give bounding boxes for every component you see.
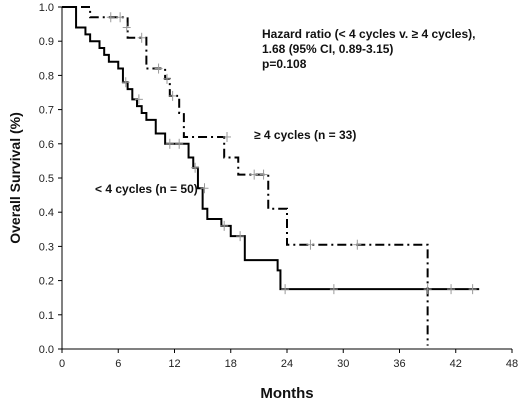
series-label-ge4: ≥ 4 cycles (n = 33) xyxy=(254,128,356,142)
y-tick-label: 0.5 xyxy=(39,173,54,185)
y-tick-label: 0.2 xyxy=(39,276,54,288)
x-tick-label: 30 xyxy=(337,358,349,370)
x-tick-label: 36 xyxy=(393,358,405,370)
p-value-label: p=0.108 xyxy=(262,57,307,71)
x-tick-label: 6 xyxy=(115,358,121,370)
censor-marks xyxy=(106,12,477,295)
y-tick-label: 0.0 xyxy=(39,344,54,356)
x-tick-label: 42 xyxy=(450,358,462,370)
y-tick-label: 0.3 xyxy=(39,241,54,253)
y-tick-label: 0.4 xyxy=(39,207,54,219)
hazard-ratio-line-2: 1.68 (95% CI, 0.89-3.15) xyxy=(262,42,393,56)
y-tick-label: 0.9 xyxy=(39,36,54,48)
x-tick-label: 24 xyxy=(281,358,293,370)
y-tick-label: 0.7 xyxy=(39,105,54,117)
x-axis-title: Months xyxy=(260,385,313,402)
y-tick-label: 1.0 xyxy=(39,2,54,14)
x-tick-label: 48 xyxy=(506,358,518,370)
series-line-ge4-cycles xyxy=(62,6,429,346)
series-label-lt4: < 4 cycles (n = 50) xyxy=(95,182,198,196)
y-tick-label: 0.8 xyxy=(39,70,54,82)
y-tick-label: 0.1 xyxy=(39,310,54,322)
x-ticks: 0 6 12 18 24 30 36 42 48 xyxy=(59,349,518,370)
y-tick-label: 0.6 xyxy=(39,139,54,151)
x-tick-label: 0 xyxy=(59,358,65,370)
y-axis-title: Overall Survival (%) xyxy=(7,112,23,244)
x-tick-label: 18 xyxy=(225,358,237,370)
hazard-ratio-line-1: Hazard ratio (< 4 cycles v. ≥ 4 cycles), xyxy=(262,27,475,41)
y-ticks: 0.0 0.1 0.2 0.3 0.4 0.5 0.6 0.7 0.8 0.9 1.0 xyxy=(39,2,62,356)
x-tick-label: 12 xyxy=(168,358,180,370)
